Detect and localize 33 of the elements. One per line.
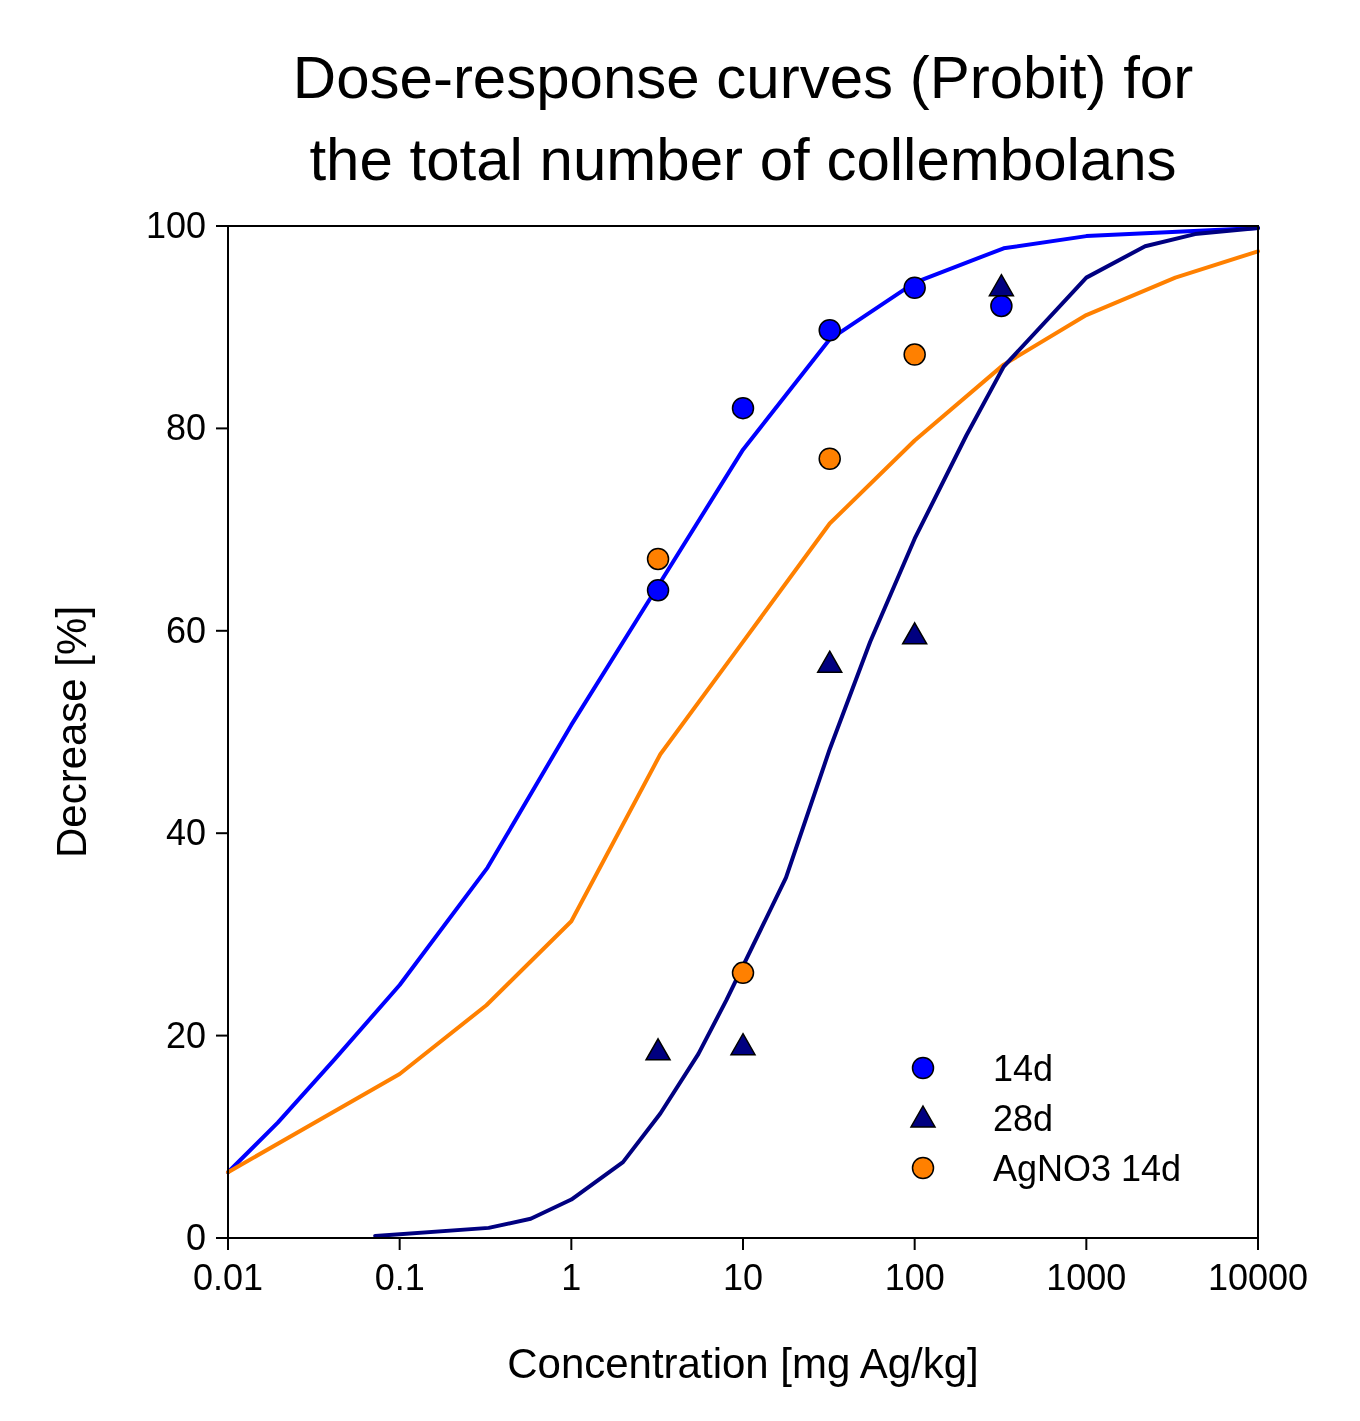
x-tick-label: 10 [722, 1257, 764, 1298]
point [730, 1032, 756, 1056]
legend-label: 14d [993, 1048, 1054, 1089]
point [901, 622, 928, 645]
y-tick-label: 40 [165, 812, 206, 854]
y-tick-label: 20 [165, 1014, 206, 1056]
y-tick-label: 100 [145, 205, 206, 246]
point [646, 579, 670, 602]
point [731, 961, 755, 985]
x-axis-title: Concentration [mg Ag/kg] [507, 1340, 979, 1387]
x-tick-label: 1000 [1046, 1257, 1127, 1298]
y-tick-label: 80 [165, 407, 206, 449]
point [818, 447, 841, 471]
point [990, 294, 1013, 318]
legend-label: AgNO3 14d [993, 1148, 1182, 1189]
legend-label: 28d [993, 1098, 1054, 1139]
point [731, 396, 755, 420]
x-tick-label: 1 [561, 1257, 582, 1298]
point [903, 276, 926, 299]
y-tick-label: 0 [185, 1217, 206, 1258]
point [818, 318, 841, 342]
chart-title: Dose-response curves (Probit) for the total number of collembolans [292, 44, 1194, 193]
y-axis-title: Decrease [%] [48, 605, 95, 859]
x-tick-label: 0.1 [374, 1257, 425, 1298]
x-tick-label: 100 [884, 1257, 945, 1298]
point [645, 1038, 671, 1061]
x-tick-label: 10000 [1207, 1257, 1309, 1298]
point [816, 650, 843, 673]
x-tick-label: 0.01 [192, 1257, 264, 1298]
point [903, 343, 926, 366]
point [646, 547, 670, 571]
point [988, 273, 1015, 297]
y-tick-label: 60 [165, 609, 206, 651]
